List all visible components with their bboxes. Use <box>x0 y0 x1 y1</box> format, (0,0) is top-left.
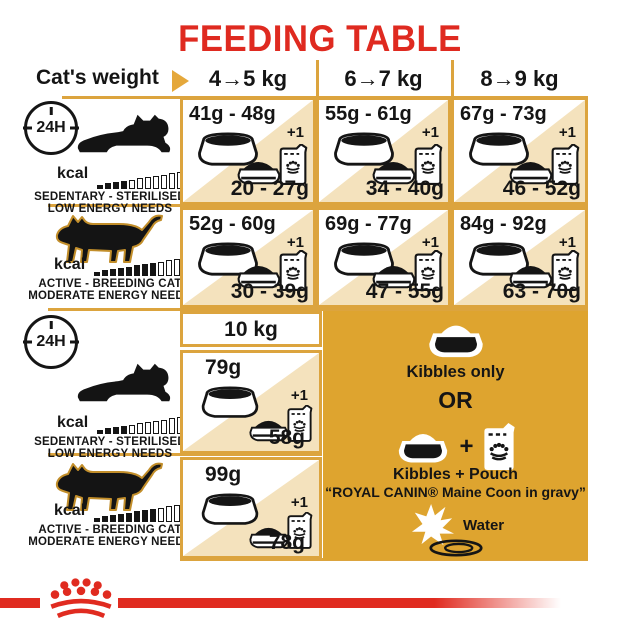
column-header-10kg: 10 kg <box>180 311 322 347</box>
feeding-cell-sedentary-4-5kg: 41g - 48g +1 20 - 27g <box>180 97 316 205</box>
feeding-cell-active-8-9kg: 84g - 92g +1 63 - 70g <box>451 207 588 308</box>
mix-amount: 46 - 52g <box>502 177 581 200</box>
clock-label: 24H <box>36 119 66 136</box>
cats-weight-label: Cat's weight <box>36 66 159 89</box>
profile-sedentary-top: 24H kcal SEDENTARY - STERILISED LOW ENER… <box>0 97 210 215</box>
kibble-amount: 79g <box>205 356 242 379</box>
column-header-4-5kg: 4→5 kg <box>208 66 288 91</box>
profile-line2: LOW ENERGY NEEDS <box>47 448 173 460</box>
profile-line2: MODERATE ENERGY NEEDS <box>28 536 192 548</box>
grid-line <box>48 308 588 311</box>
grid-line <box>48 204 588 207</box>
plus-one-label: +1 <box>421 234 439 251</box>
kibbles-only-label: Kibbles only <box>406 363 505 381</box>
mix-amount: 58g <box>268 426 305 449</box>
profile-line1: ACTIVE - BREEDING CAT <box>38 278 182 290</box>
plus-one-label: +1 <box>558 234 576 251</box>
lying-cat-icon <box>76 111 176 159</box>
grid-line <box>451 60 454 97</box>
profile-line1: SEDENTARY - STERILISED <box>34 436 186 448</box>
pouch-icon <box>481 423 517 471</box>
kibble-amount: 55g - 61g <box>325 103 412 125</box>
feeding-cell-sedentary-10kg: 79g +1 58g <box>180 350 322 454</box>
profile-line1: SEDENTARY - STERILISED <box>34 191 186 203</box>
column-header-6-7kg: 6→7 kg <box>344 66 423 91</box>
kibble-amount: 69g - 77g <box>325 213 412 235</box>
kcal-label: kcal <box>57 414 89 431</box>
feeding-cell-sedentary-8-9kg: 67g - 73g +1 46 - 52g <box>451 97 588 205</box>
mix-amount: 47 - 55g <box>365 280 444 303</box>
mix-amount: 63 - 70g <box>502 280 581 303</box>
kibble-amount: 52g - 60g <box>189 213 276 235</box>
plus-sign: + <box>459 433 474 460</box>
plus-one-label: +1 <box>290 494 308 511</box>
lying-cat-icon <box>76 360 176 408</box>
kcal-label: kcal <box>54 256 86 273</box>
profile-active-top: kcal ACTIVE - BREEDING CAT MODERATE ENER… <box>0 208 210 310</box>
footer-red-band <box>118 598 570 608</box>
kibble-amount: 41g - 48g <box>189 103 276 125</box>
profile-line2: LOW ENERGY NEEDS <box>47 203 173 215</box>
feeding-cell-active-6-7kg: 69g - 77g +1 47 - 55g <box>316 207 451 308</box>
24h-clock-icon: 24H <box>23 315 79 369</box>
profile-active-bottom: kcal ACTIVE - BREEDING CAT MODERATE ENER… <box>0 458 210 560</box>
grid-line <box>48 453 322 456</box>
right-arrow-icon <box>172 70 189 92</box>
footer-red-band <box>0 598 40 608</box>
kibbles-plus-pouch-icons: + <box>323 423 588 471</box>
kibbles-bowl-icon <box>423 319 489 361</box>
feeding-options-panel: Kibbles only OR + Kibbles + Pouch “ROYAL… <box>323 311 588 560</box>
gravy-product-label: “ROYAL CANIN® Maine Coon in gravy” <box>325 484 586 500</box>
kibble-amount: 99g <box>205 463 242 486</box>
plus-one-label: +1 <box>421 124 439 141</box>
kibble-bowl-icon <box>201 493 259 527</box>
kcal-label: kcal <box>57 165 89 182</box>
plus-one-label: +1 <box>558 124 576 141</box>
kibble-amount: 84g - 92g <box>460 213 547 235</box>
kcal-label: kcal <box>54 502 86 519</box>
or-label: OR <box>438 387 473 413</box>
profile-line2: MODERATE ENERGY NEEDS <box>28 290 192 302</box>
profile-sedentary-bottom: 24H kcal SEDENTARY - STERILISED LOW ENER… <box>0 312 210 460</box>
plus-one-label: +1 <box>286 234 304 251</box>
kibbles-pouch-label: Kibbles + Pouch <box>393 466 518 483</box>
mix-amount: 78g <box>268 531 305 554</box>
clock-label: 24H <box>36 333 66 350</box>
mix-amount: 34 - 40g <box>365 177 444 200</box>
water-label: Water <box>463 517 505 534</box>
column-header-8-9kg: 8→9 kg <box>480 66 559 91</box>
plus-one-label: +1 <box>286 124 304 141</box>
page-title: FEEDING TABLE <box>178 18 462 59</box>
24h-clock-icon: 24H <box>23 101 79 155</box>
feeding-cell-active-10kg: 99g +1 78g <box>180 457 322 559</box>
mix-amount: 30 - 39g <box>230 280 309 303</box>
water-ripple-icon <box>425 539 487 557</box>
kibble-amount: 67g - 73g <box>460 103 547 125</box>
feeding-cell-active-4-5kg: 52g - 60g +1 30 - 39g <box>180 207 316 308</box>
mix-amount: 20 - 27g <box>230 177 309 200</box>
grid-line <box>316 60 319 97</box>
plus-one-label: +1 <box>290 387 308 404</box>
feeding-cell-sedentary-6-7kg: 55g - 61g +1 34 - 40g <box>316 97 451 205</box>
royal-canin-crown-logo <box>42 577 120 627</box>
kibble-bowl-icon <box>201 386 259 420</box>
profile-line1: ACTIVE - BREEDING CAT <box>38 524 182 536</box>
kibbles-bowl-icon <box>394 428 452 466</box>
